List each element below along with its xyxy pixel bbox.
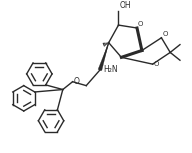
Text: O: O (138, 21, 143, 27)
Text: O: O (162, 31, 168, 37)
Text: O: O (74, 77, 79, 86)
Text: H₂N: H₂N (103, 65, 118, 74)
Polygon shape (98, 43, 109, 71)
Text: OH: OH (119, 1, 131, 10)
Text: O: O (154, 61, 159, 67)
